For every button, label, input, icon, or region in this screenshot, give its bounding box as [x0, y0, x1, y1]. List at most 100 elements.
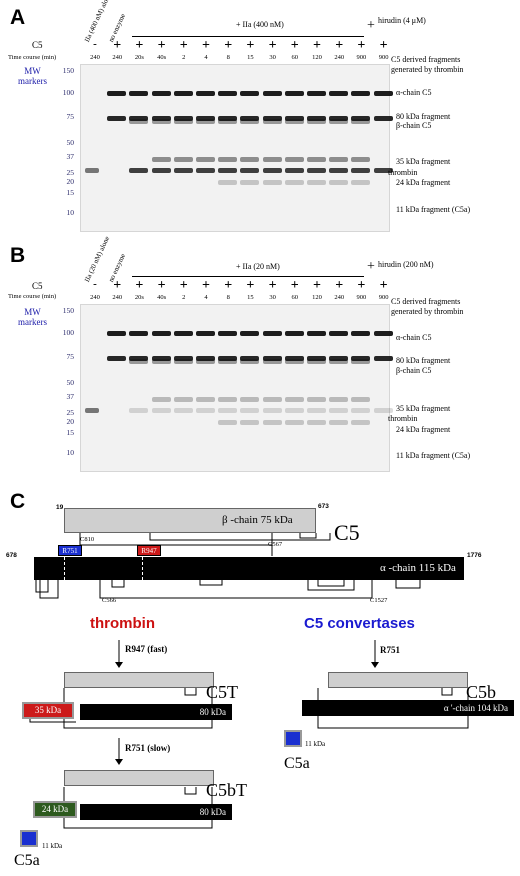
gel-band: [129, 356, 149, 361]
lane-time: 900: [378, 294, 389, 301]
gel-band: [262, 420, 282, 425]
cys-1527: C1527: [370, 597, 388, 604]
lane-sign: +: [335, 38, 344, 53]
gel-band: [307, 91, 326, 96]
panel-b-ann-80: 80 kDa fragment: [396, 356, 451, 365]
lane-time: 20s: [134, 54, 144, 61]
gel-band: [151, 331, 171, 336]
gel-band: [107, 331, 127, 336]
panel-b-mw-label: MW markers: [18, 307, 47, 327]
beta-end-num: 673: [318, 503, 329, 510]
lane-sign: +: [246, 38, 255, 53]
panel-b-ann-24: 24 kDa fragment: [396, 425, 451, 434]
cys-567: C567: [268, 541, 283, 548]
c5b-label: C5b: [466, 682, 497, 702]
mw-marker-label: 15: [66, 428, 75, 437]
gel-band: [151, 91, 171, 96]
gel-band: [240, 168, 260, 173]
panel-a-ann-alpha: α-chain C5: [396, 88, 432, 97]
gel-band: [284, 397, 304, 402]
alpha-chain-label: α -chain 115 kDa: [380, 562, 456, 574]
gel-band: [173, 91, 193, 96]
thrombin-title: thrombin: [90, 615, 155, 632]
gel-band: [218, 157, 238, 162]
panel-a-letter: A: [10, 6, 26, 29]
gel-band: [307, 397, 326, 402]
mw-marker-label: 50: [66, 138, 75, 147]
lane-time: 15: [247, 54, 254, 61]
gel-band: [329, 157, 349, 162]
gel-band: [218, 397, 238, 402]
gel-band: [262, 119, 282, 124]
lane-time: 20s: [134, 294, 144, 301]
gel-band: [284, 180, 304, 185]
gel-band: [284, 116, 304, 121]
gel-band: [240, 91, 260, 96]
mw-marker-label: 75: [66, 352, 75, 361]
gel-band: [262, 180, 282, 185]
gel-band: [218, 91, 238, 96]
gel-band: [173, 397, 193, 402]
panel-b-time-label: Time course (min): [8, 293, 57, 300]
panel-a-group-line: [132, 36, 364, 37]
lane-sign: +: [157, 278, 166, 293]
lane-time: 120: [312, 294, 322, 301]
panel-b-hirudin-header: hirudin (200 nM): [378, 260, 434, 269]
lane-time: 2: [182, 54, 186, 61]
gel-band: [240, 359, 260, 364]
lane-sign: +: [313, 278, 321, 293]
panel-c-letter: C: [10, 490, 26, 513]
mw-marker-label: 15: [66, 188, 75, 197]
lane-sign: +: [357, 38, 366, 53]
gel-band: [173, 119, 193, 124]
mw-marker-label: 37: [66, 392, 75, 401]
panel-b-ann-thrombin: thrombin: [388, 414, 418, 423]
c5a-conv-label: C5a: [284, 755, 310, 772]
panel-b-ann-11: 11 kDa fragment (C5a): [396, 451, 471, 460]
gel-band: [351, 331, 371, 336]
gel-band: [240, 157, 260, 162]
gel-band: [196, 359, 215, 364]
lane-sign: +: [135, 278, 144, 293]
lane-sign: +: [224, 278, 233, 293]
step2-label: R751 (slow): [125, 743, 171, 753]
lane-time: 30: [269, 54, 276, 61]
panel-a-group-header: + IIa (400 nM): [236, 20, 284, 29]
gel-band: [196, 356, 215, 361]
gel-band: [284, 168, 304, 173]
mw-marker-label: 75: [66, 112, 75, 121]
gel-band: [307, 408, 326, 413]
lane-time: 40s: [157, 54, 167, 61]
gel-band: [329, 331, 349, 336]
mw-marker-label: 37: [66, 152, 75, 161]
gel-band: [262, 331, 282, 336]
lane-time: 2: [182, 294, 186, 301]
mw-marker-label: 25: [66, 408, 75, 417]
gel-band: [173, 116, 193, 121]
gel-band: [85, 408, 99, 413]
panel-a-time-label: Time course (min): [8, 54, 57, 61]
beta-chain-bar: [64, 508, 316, 533]
mw-marker-label: 20: [66, 417, 75, 426]
gel-band: [85, 168, 99, 173]
gel-band: [373, 91, 393, 96]
lane-sign: -: [93, 278, 97, 290]
lane-sign: +: [113, 38, 122, 53]
lane-time: 900: [356, 294, 367, 301]
lane-sign: +: [313, 38, 321, 53]
gel-band: [307, 420, 326, 425]
lane-time: 8: [226, 294, 230, 301]
lane-time: 900: [356, 54, 367, 61]
lane-sign: +: [202, 278, 210, 293]
lane-sign: +: [268, 38, 277, 53]
c5a-thrombin-square: [20, 830, 38, 847]
mw-marker-label: 25: [66, 168, 75, 177]
gel-band: [307, 157, 326, 162]
c5a-thrombin-label: C5a: [14, 852, 40, 869]
lane-sign: +: [290, 38, 299, 53]
gel-band: [196, 408, 215, 413]
gel-band: [351, 408, 371, 413]
panel-a-c5-label: C5: [32, 40, 43, 50]
lane-sign: +: [202, 38, 210, 53]
gel-band: [151, 168, 171, 173]
